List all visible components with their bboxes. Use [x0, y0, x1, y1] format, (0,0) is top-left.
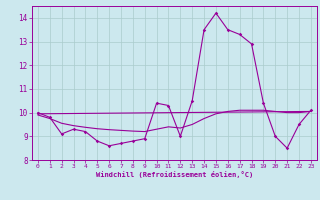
X-axis label: Windchill (Refroidissement éolien,°C): Windchill (Refroidissement éolien,°C)	[96, 171, 253, 178]
